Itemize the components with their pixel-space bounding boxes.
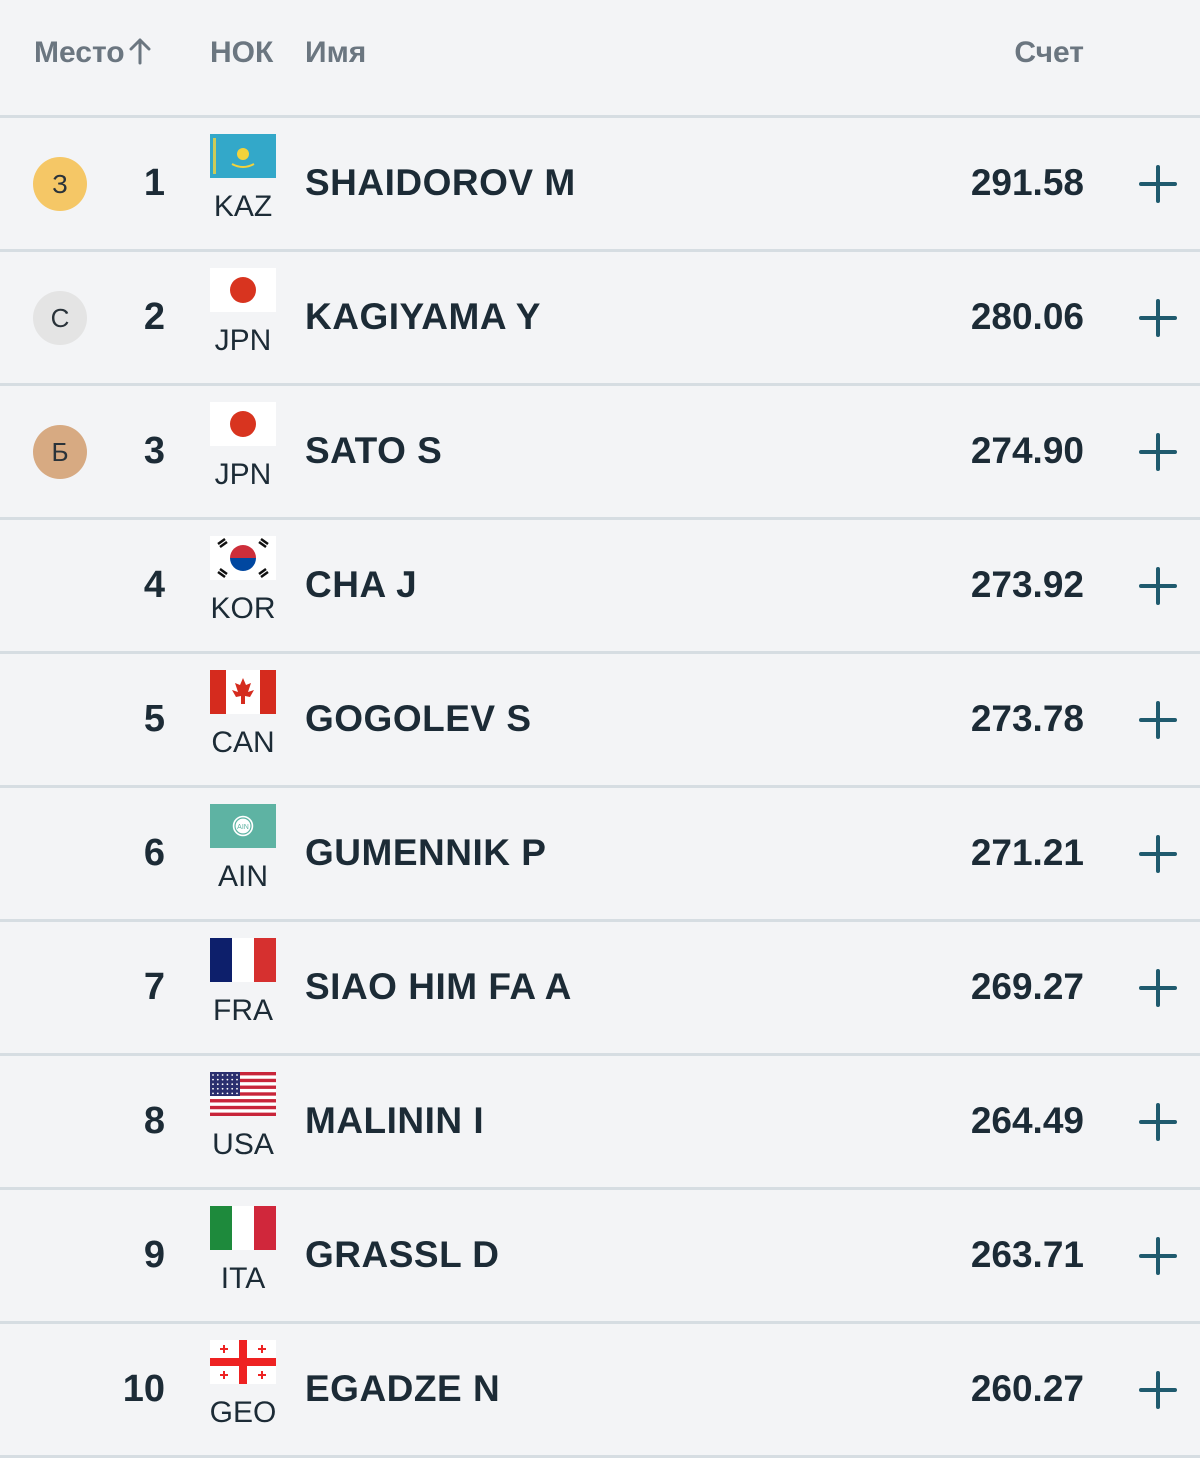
expand-row-button[interactable] <box>1138 298 1178 338</box>
athlete-name: KAGIYAMA Y <box>305 296 541 337</box>
score: 273.92 <box>970 564 1084 605</box>
score-column-label: Счет <box>1014 36 1084 69</box>
plus-icon <box>1138 164 1178 204</box>
rank: 6 <box>143 832 165 874</box>
noc-code: KAZ <box>213 190 273 223</box>
plus-icon <box>1138 298 1178 338</box>
expand-row-button[interactable] <box>1138 700 1178 740</box>
athlete-name: SIAO HIM FA A <box>305 966 572 1007</box>
results-table-header: Место НОК Имя Счет <box>0 0 1200 118</box>
rank: 4 <box>143 564 165 606</box>
athlete-name: MALININ I <box>305 1100 485 1141</box>
score: 260.27 <box>970 1368 1084 1409</box>
table-row[interactable]: 8 USA MALININ I 264.49 <box>0 1056 1200 1190</box>
table-row[interactable]: 6 AIN AIN GUMENNIK P 271.21 <box>0 788 1200 922</box>
expand-row-button[interactable] <box>1138 968 1178 1008</box>
score: 269.27 <box>970 966 1084 1007</box>
noc-code: JPN <box>214 324 272 357</box>
rank: 9 <box>143 1234 165 1276</box>
table-row[interactable]: 9 ITA GRASSL D 263.71 <box>0 1190 1200 1324</box>
sort-by-place-button[interactable]: Место <box>34 36 151 73</box>
plus-icon <box>1138 700 1178 740</box>
plus-icon <box>1138 1370 1178 1410</box>
expand-row-button[interactable] <box>1138 566 1178 606</box>
ain-flag-text: AIN <box>237 824 249 831</box>
silver-medal-badge: С <box>33 291 87 345</box>
athlete-name: GRASSL D <box>305 1234 500 1275</box>
table-row[interactable]: 4 KOR CHA J 273.92 <box>0 520 1200 654</box>
plus-icon <box>1138 834 1178 874</box>
rank: 10 <box>122 1368 165 1410</box>
jpn-flag-icon <box>210 402 276 446</box>
bronze-medal-badge: Б <box>33 425 87 479</box>
gold-medal-badge: З <box>33 157 87 211</box>
score: 291.58 <box>970 162 1084 203</box>
table-row[interactable]: 5 CAN GOGOLEV S 273.78 <box>0 654 1200 788</box>
rank: 5 <box>143 698 165 740</box>
score: 271.21 <box>970 832 1084 873</box>
score: 280.06 <box>970 296 1084 337</box>
score: 263.71 <box>970 1234 1084 1275</box>
plus-icon <box>1138 968 1178 1008</box>
athlete-name: GUMENNIK P <box>305 832 547 873</box>
kaz-flag-icon <box>210 134 276 178</box>
expand-row-button[interactable] <box>1138 834 1178 874</box>
score: 273.78 <box>970 698 1084 739</box>
noc-code: AIN <box>217 860 268 893</box>
rank: 8 <box>143 1100 165 1142</box>
expand-row-button[interactable] <box>1138 1370 1178 1410</box>
rank: 1 <box>143 162 165 204</box>
ain-flag-icon: AIN <box>210 804 276 848</box>
plus-icon <box>1138 1102 1178 1142</box>
score: 274.90 <box>970 430 1084 471</box>
usa-flag-icon <box>210 1072 276 1116</box>
noc-code: CAN <box>211 726 275 759</box>
table-row[interactable]: З 1 KAZ SHAIDOROV M 291.58 <box>0 118 1200 252</box>
athlete-name: SHAIDOROV M <box>305 162 576 203</box>
plus-icon <box>1138 1236 1178 1276</box>
athlete-name: SATO S <box>305 430 443 471</box>
noc-code: GEO <box>209 1396 277 1429</box>
arrow-up-icon <box>129 37 151 73</box>
geo-flag-icon <box>210 1340 276 1384</box>
noc-code: ITA <box>220 1262 266 1295</box>
name-column-label: Имя <box>305 36 367 69</box>
table-row[interactable]: 10 GEO EGADZE N 260.27 <box>0 1324 1200 1458</box>
expand-row-button[interactable] <box>1138 432 1178 472</box>
athlete-name: EGADZE N <box>305 1368 501 1409</box>
table-row[interactable]: С 2 JPN KAGIYAMA Y 280.06 <box>0 252 1200 386</box>
jpn-flag-icon <box>210 268 276 312</box>
expand-row-button[interactable] <box>1138 1102 1178 1142</box>
table-row[interactable]: Б 3 JPN SATO S 274.90 <box>0 386 1200 520</box>
can-flag-icon <box>210 670 276 714</box>
noc-code: FRA <box>213 994 273 1027</box>
noc-code: USA <box>212 1128 274 1161</box>
plus-icon <box>1138 566 1178 606</box>
noc-column-label: НОК <box>210 36 274 69</box>
plus-icon <box>1138 432 1178 472</box>
table-row[interactable]: 7 FRA SIAO HIM FA A 269.27 <box>0 922 1200 1056</box>
expand-row-button[interactable] <box>1138 164 1178 204</box>
rank: 7 <box>143 966 165 1008</box>
athlete-name: CHA J <box>305 564 418 605</box>
noc-code: KOR <box>210 592 276 625</box>
place-column-label: Место <box>34 36 125 69</box>
fra-flag-icon <box>210 938 276 982</box>
expand-row-button[interactable] <box>1138 1236 1178 1276</box>
ita-flag-icon <box>210 1206 276 1250</box>
athlete-name: GOGOLEV S <box>305 698 532 739</box>
results-table-body: З 1 KAZ SHAIDOROV M 291.58 С 2 JPN KAGIYAMA Y 280… <box>0 118 1200 1458</box>
noc-code: JPN <box>214 458 272 491</box>
kor-flag-icon <box>210 536 276 580</box>
score: 264.49 <box>970 1100 1084 1141</box>
rank: 2 <box>143 296 165 338</box>
rank: 3 <box>143 430 165 472</box>
